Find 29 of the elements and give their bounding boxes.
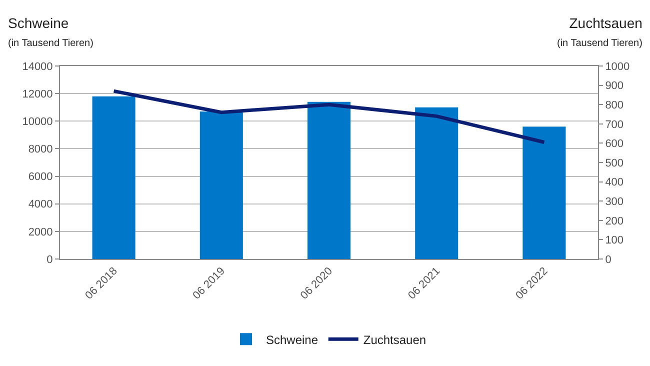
- line-series: [112, 89, 546, 144]
- y2-tick-label: 800: [605, 99, 624, 112]
- y-tick-label: 8000: [28, 144, 53, 156]
- y-tick-label: 6000: [28, 171, 53, 184]
- y-tick-label: 10000: [22, 116, 53, 128]
- y2-tick-label: 0: [605, 254, 612, 266]
- y-tick-label: 14000: [22, 60, 53, 73]
- y-tick-label: 4000: [28, 198, 53, 211]
- legend-label: Zuchtsauen: [363, 332, 426, 347]
- legend-label: Schweine: [266, 332, 318, 347]
- y-axis-title: Schweine (in Tausend Tieren): [8, 15, 94, 50]
- bar: [415, 107, 458, 259]
- y2-axis-title: Zuchtsauen (in Tausend Tieren): [557, 15, 642, 50]
- y2-tick-label: 200: [605, 215, 624, 228]
- y2-tick-label: 300: [605, 196, 624, 208]
- y-tick-label: 2000: [28, 226, 53, 238]
- y-tick-label: 0: [46, 254, 53, 266]
- y2-tick-label: 900: [605, 80, 624, 92]
- bar: [200, 111, 243, 259]
- y2-tick-label: 400: [605, 176, 624, 189]
- bar: [522, 126, 566, 259]
- y-tick-label: 12000: [22, 88, 53, 100]
- y2-tick-label: 1000: [605, 60, 630, 73]
- bar: [92, 96, 136, 259]
- y2-tick-label: 700: [605, 118, 624, 131]
- y2-tick-label: 600: [605, 138, 624, 150]
- y2-tick-label: 500: [605, 157, 624, 170]
- bar: [307, 102, 351, 259]
- y2-tick-label: 100: [605, 234, 624, 247]
